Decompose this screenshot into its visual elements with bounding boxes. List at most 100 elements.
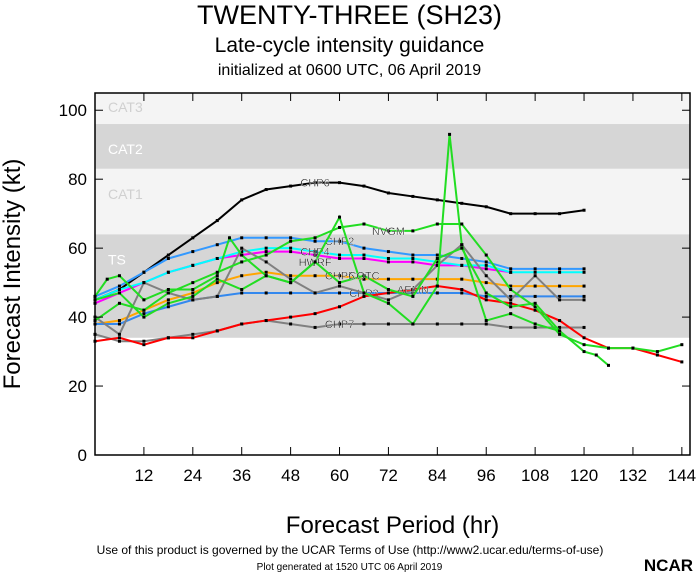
data-point: [240, 274, 244, 278]
data-point: [289, 322, 293, 326]
data-point: [386, 191, 390, 195]
data-point: [509, 284, 513, 288]
data-point: [362, 184, 366, 188]
data-point: [191, 298, 195, 302]
data-point: [558, 284, 562, 288]
data-point: [386, 256, 390, 260]
data-point: [313, 325, 317, 329]
data-point: [362, 256, 366, 260]
data-point: [191, 291, 195, 295]
data-point: [533, 322, 537, 326]
data-point: [215, 281, 219, 285]
data-point: [166, 336, 170, 340]
data-point: [240, 246, 244, 250]
data-point: [264, 250, 268, 254]
chart-title: TWENTY-THREE (SH23): [196, 0, 503, 30]
data-point: [117, 301, 121, 305]
data-point: [509, 288, 513, 292]
data-point: [606, 346, 610, 350]
data-point: [509, 301, 513, 305]
data-point: [460, 256, 464, 260]
data-point: [411, 229, 415, 233]
data-point: [240, 250, 244, 254]
data-point: [509, 312, 513, 316]
data-point: [606, 363, 610, 367]
data-point: [142, 298, 146, 302]
data-point: [533, 325, 537, 329]
data-point: [411, 322, 415, 326]
data-point: [289, 274, 293, 278]
data-point: [338, 305, 342, 309]
data-point: [411, 294, 415, 298]
data-point: [386, 301, 390, 305]
data-point: [289, 239, 293, 243]
data-point: [411, 288, 415, 292]
data-point: [386, 291, 390, 295]
data-point: [558, 319, 562, 323]
data-point: [484, 274, 488, 278]
data-point: [509, 325, 513, 329]
data-point: [313, 312, 317, 316]
data-point: [338, 291, 342, 295]
series-line-hwrf: [94, 134, 610, 367]
data-point: [117, 284, 121, 288]
band-label: TS: [108, 251, 126, 267]
data-point: [435, 260, 439, 264]
plot-frame: [94, 92, 691, 456]
data-point: [313, 250, 317, 254]
data-point: [215, 294, 219, 298]
data-point: [191, 263, 195, 267]
ncar-logo: NCAR: [643, 556, 693, 575]
data-point: [484, 319, 488, 323]
data-point: [338, 225, 342, 229]
data-point: [460, 277, 464, 281]
data-point: [435, 253, 439, 257]
data-point: [313, 260, 317, 264]
data-point: [338, 284, 342, 288]
data-point: [582, 284, 586, 288]
data-point: [655, 353, 659, 357]
data-point: [386, 322, 390, 326]
data-point: [166, 270, 170, 274]
data-point: [533, 294, 537, 298]
x-tick-label: 132: [619, 466, 647, 485]
data-point: [117, 274, 121, 278]
data-point: [215, 270, 219, 274]
data-point: [484, 298, 488, 302]
data-point: [166, 291, 170, 295]
data-point: [386, 229, 390, 233]
data-point: [289, 281, 293, 285]
data-point: [533, 267, 537, 271]
data-point: [533, 270, 537, 274]
data-point: [460, 243, 464, 247]
data-point: [533, 274, 537, 278]
data-point: [435, 284, 439, 288]
data-point: [435, 322, 439, 326]
data-point: [533, 301, 537, 305]
data-point: [338, 215, 342, 219]
data-point: [362, 246, 366, 250]
series-label: COTC: [348, 271, 379, 283]
band-label: CAT1: [108, 186, 143, 202]
data-point: [484, 281, 488, 285]
data-point: [338, 181, 342, 185]
data-point: [166, 256, 170, 260]
data-point: [558, 294, 562, 298]
data-point: [338, 239, 342, 243]
data-point: [509, 212, 513, 216]
data-point: [313, 239, 317, 243]
data-point: [594, 353, 598, 357]
y-tick-label: 100: [59, 101, 87, 120]
data-point: [362, 277, 366, 281]
data-point: [362, 222, 366, 226]
data-point: [338, 256, 342, 260]
data-point: [582, 350, 586, 354]
y-axis-label: Forecast Intensity (kt): [0, 159, 26, 390]
data-point: [264, 188, 268, 192]
data-point: [338, 253, 342, 257]
data-point: [313, 253, 317, 257]
data-point: [435, 256, 439, 260]
series-label: NVGM: [372, 226, 405, 238]
x-axis-label: Forecast Period (hr): [286, 512, 499, 539]
